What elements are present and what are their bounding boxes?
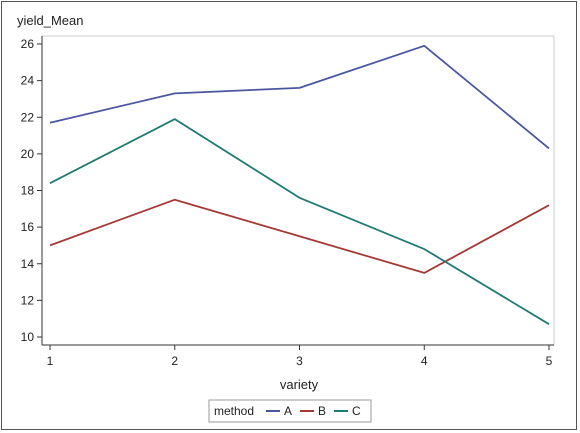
series-line-B <box>49 198 550 274</box>
legend-label-B: B <box>318 404 326 418</box>
x-tick-label-3: 3 <box>296 354 303 368</box>
y-tick-label-12: 12 <box>21 293 35 307</box>
legend-box <box>208 399 372 423</box>
y-axis-label: yield_Mean <box>17 13 84 28</box>
x-axis-label: variety <box>280 377 319 392</box>
x-tick-label-5: 5 <box>546 354 553 368</box>
series-line-C <box>49 118 550 325</box>
legend-label-A: A <box>284 404 292 418</box>
y-tick-label-16: 16 <box>21 220 35 234</box>
x-tick-label-2: 2 <box>171 354 178 368</box>
y-tick-label-20: 20 <box>21 147 35 161</box>
y-tick-label-18: 18 <box>21 184 35 198</box>
plot-area <box>41 35 555 346</box>
y-tick-label-26: 26 <box>21 37 35 51</box>
x-tick-label-4: 4 <box>421 354 428 368</box>
legend-title: method <box>214 404 254 418</box>
x-tick-label-1: 1 <box>47 354 54 368</box>
y-tick-label-22: 22 <box>21 110 35 124</box>
legend-label-C: C <box>352 404 361 418</box>
y-tick-label-14: 14 <box>21 257 35 271</box>
y-tick-label-10: 10 <box>21 330 35 344</box>
y-tick-label-24: 24 <box>21 74 35 88</box>
series-line-A <box>49 44 550 150</box>
